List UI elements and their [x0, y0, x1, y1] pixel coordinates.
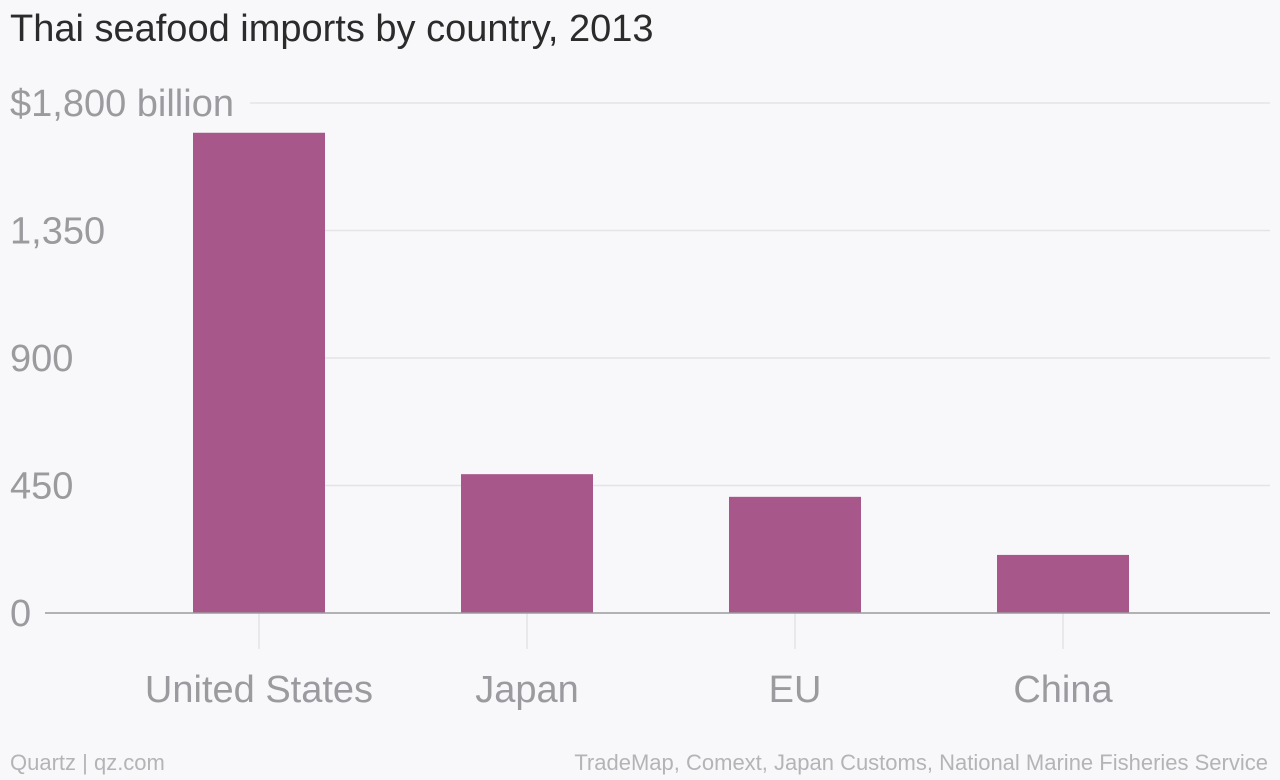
- bar: [729, 496, 861, 613]
- tick-labels: 0 450 900 1,350 $1,800 billion United States J…: [10, 83, 1114, 711]
- bar: [193, 132, 325, 613]
- footer-source: TradeMap, Comext, Japan Customs, Nationa…: [574, 750, 1268, 775]
- x-tick-label: China: [1013, 669, 1113, 711]
- bar-chart: 0 450 900 1,350 $1,800 billion United States J…: [10, 83, 1270, 711]
- footer-credit: Quartz | qz.com: [10, 750, 165, 775]
- x-tick-label: United States: [145, 669, 373, 711]
- axes: [45, 612, 1270, 649]
- y-tick-label: 1,350: [10, 211, 105, 253]
- y-tick-label: 0: [10, 593, 31, 635]
- chart-title: Thai seafood imports by country, 2013: [10, 8, 654, 50]
- bar: [997, 554, 1129, 613]
- x-tick-label: EU: [769, 669, 822, 711]
- y-tick-label: $1,800 billion: [10, 83, 234, 125]
- y-tick-label: 450: [10, 466, 73, 508]
- x-tick-label: Japan: [475, 669, 579, 711]
- y-tick-label: 900: [10, 338, 73, 380]
- gridlines: [250, 102, 1270, 487]
- bars: [193, 132, 1129, 613]
- bar: [461, 474, 593, 613]
